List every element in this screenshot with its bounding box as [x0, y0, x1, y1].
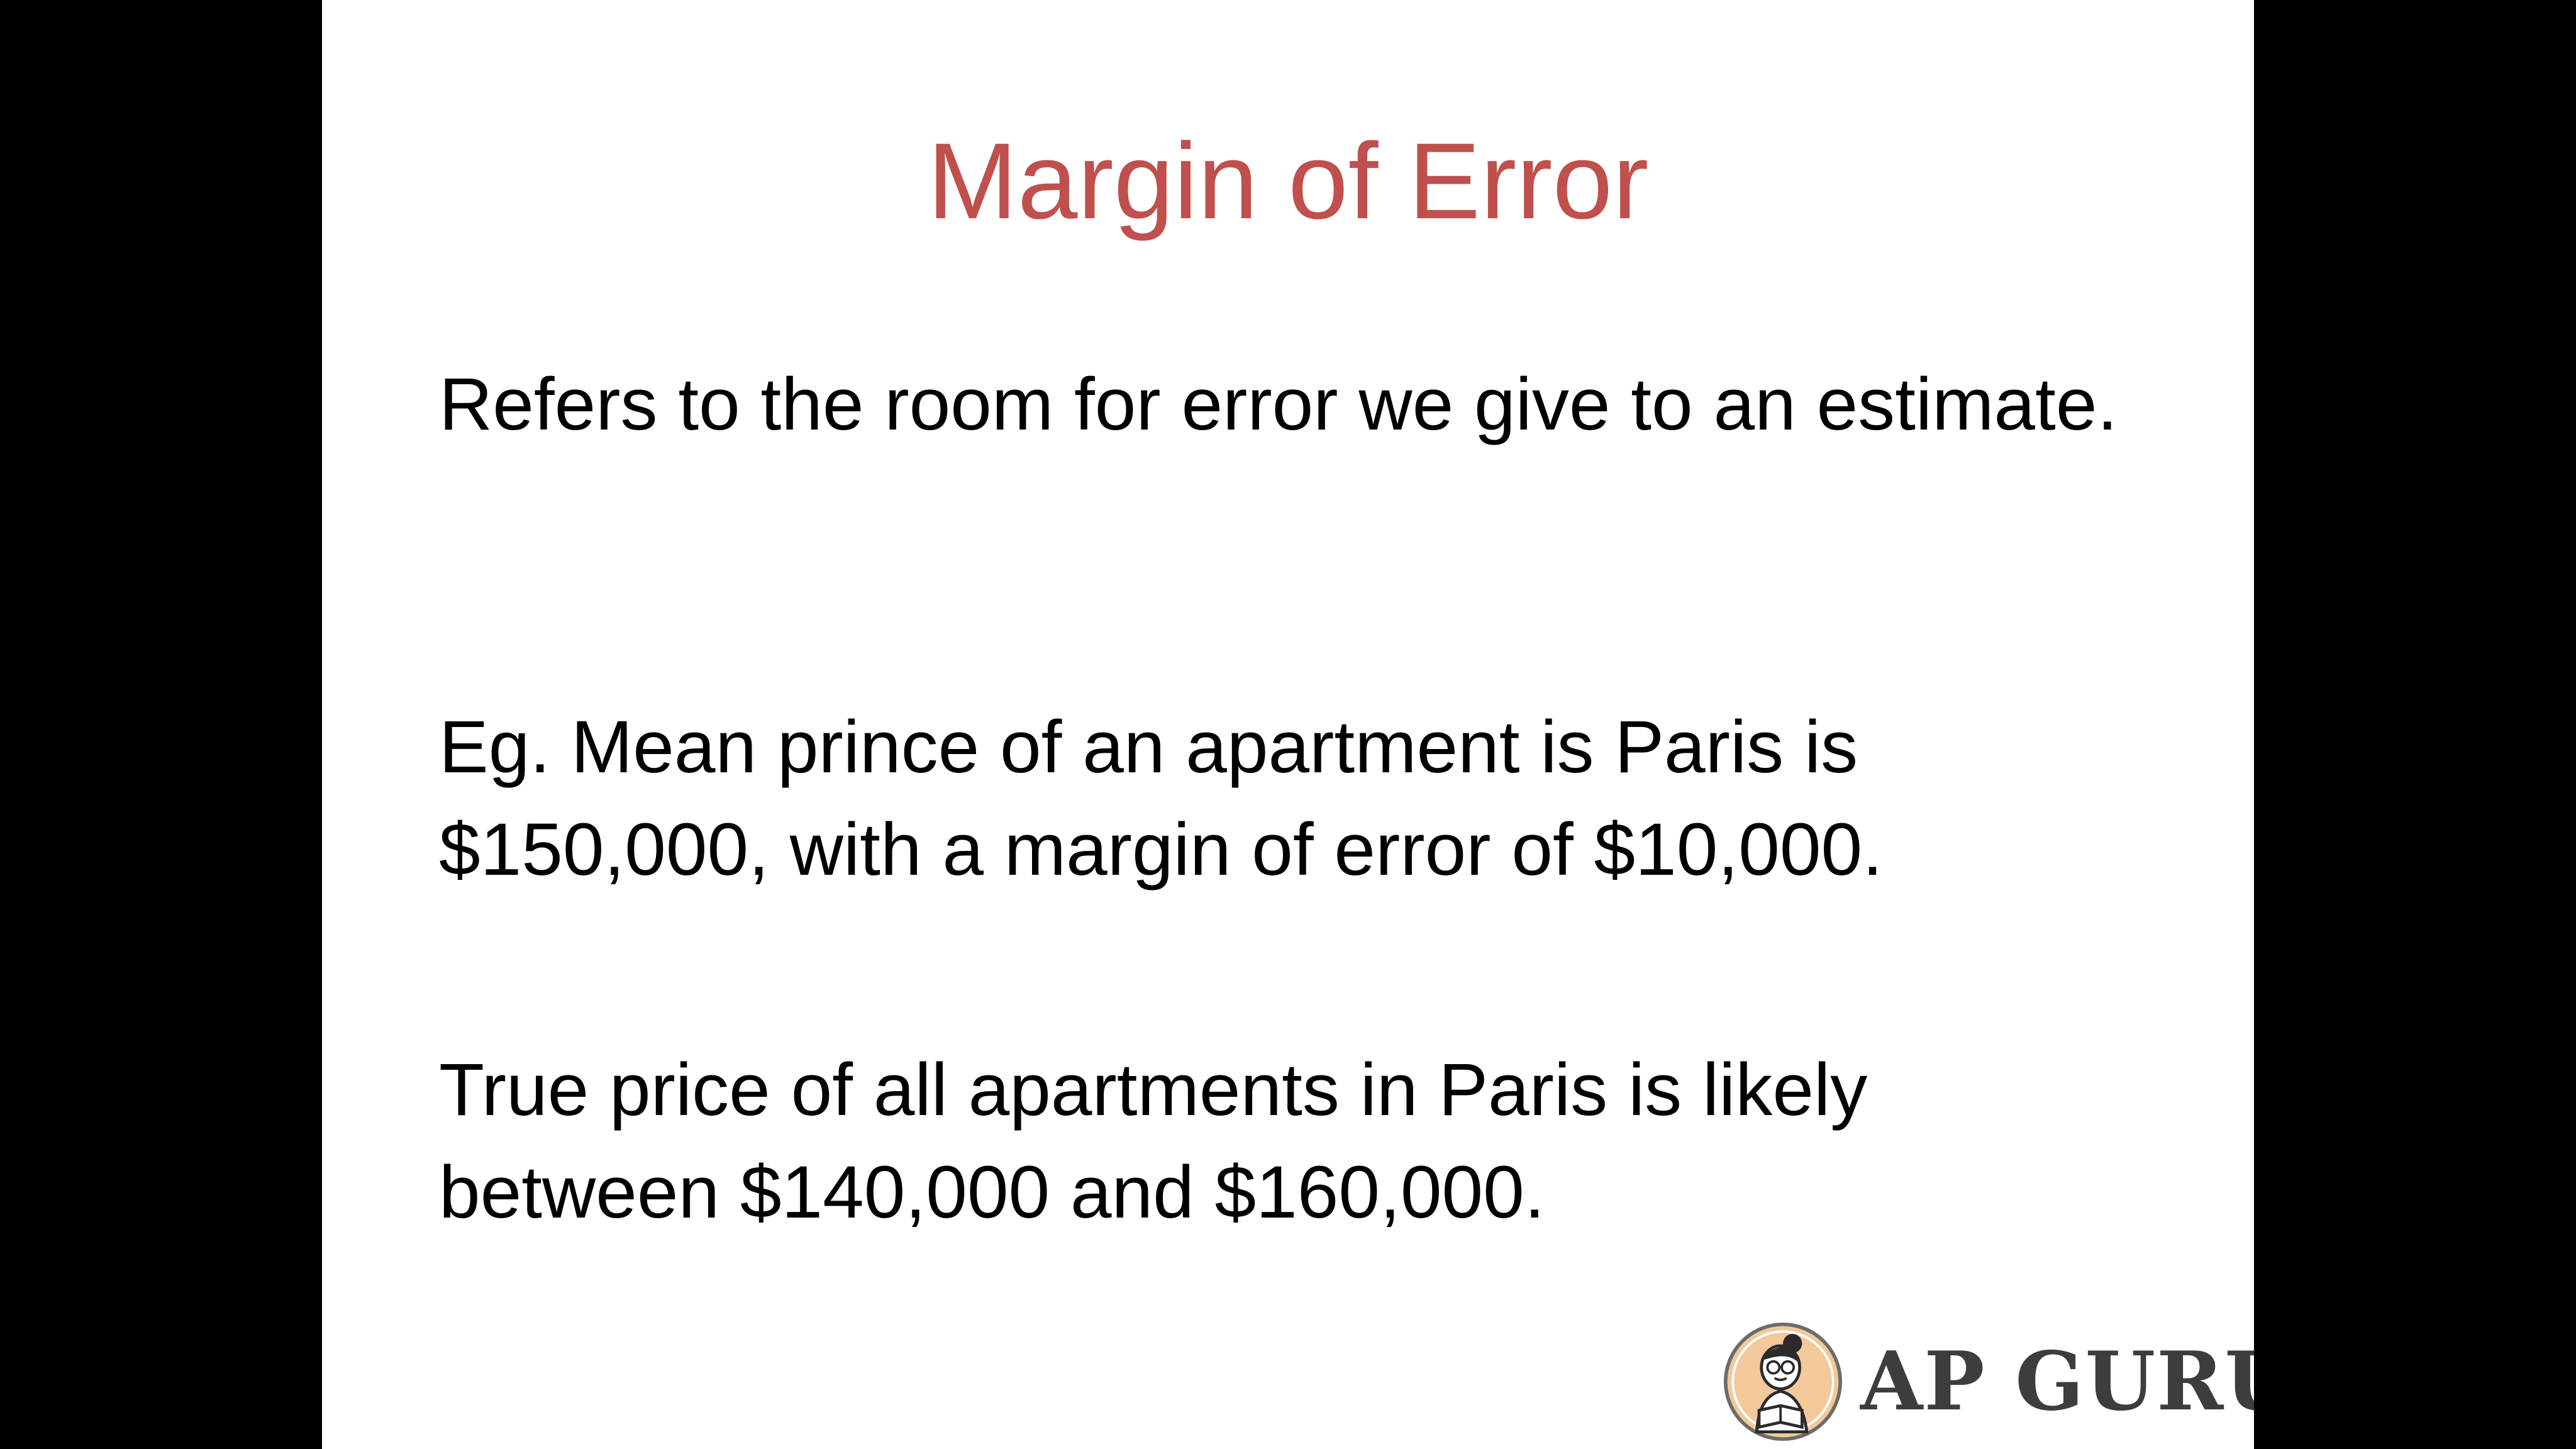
logo-wordmark: AP GURU [1860, 1335, 2254, 1429]
body-paragraph-example: Eg. Mean prince of an apartment is Paris… [439, 706, 1883, 891]
body-paragraph-conclusion: True price of all apartments in Paris is… [439, 1048, 1868, 1234]
body-paragraph-definition: Refers to the room for error we give to … [439, 363, 2118, 446]
ap-guru-logo: AP GURU [1723, 1314, 2254, 1449]
slide-title: Margin of Error [927, 121, 1649, 242]
slide: Margin of Error Refers to the room for e… [322, 0, 2254, 1449]
reader-mascot-icon [1723, 1322, 1843, 1441]
